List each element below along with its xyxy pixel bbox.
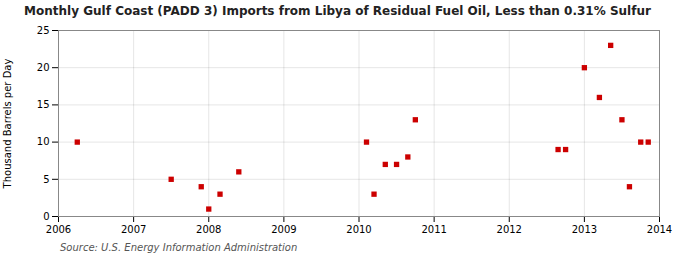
svg-text:2013: 2013: [572, 224, 597, 235]
svg-text:2007: 2007: [121, 224, 146, 235]
svg-text:2006: 2006: [46, 224, 71, 235]
svg-text:0: 0: [43, 211, 49, 222]
svg-text:20: 20: [37, 62, 50, 73]
svg-text:Thousand Barrels per Day: Thousand Barrels per Day: [2, 59, 13, 190]
svg-text:25: 25: [37, 25, 50, 36]
svg-text:2011: 2011: [421, 224, 446, 235]
html-text:Monthly Gulf Coast (PADD 3) Im: Monthly Gulf Coast (PADD 3) Imports from…: [24, 4, 651, 18]
svg-text:2014: 2014: [647, 224, 672, 235]
svg-text:15: 15: [37, 99, 50, 110]
svg-text:2010: 2010: [346, 224, 371, 235]
svg-text:2008: 2008: [196, 224, 221, 235]
svg-text:5: 5: [43, 174, 49, 185]
svg-text:10: 10: [37, 136, 50, 147]
svg-text:2009: 2009: [271, 224, 296, 235]
html-text:Source: U.S. Energy Informatio: Source: U.S. Energy Information Administ…: [60, 242, 298, 253]
svg-text:2012: 2012: [497, 224, 522, 235]
